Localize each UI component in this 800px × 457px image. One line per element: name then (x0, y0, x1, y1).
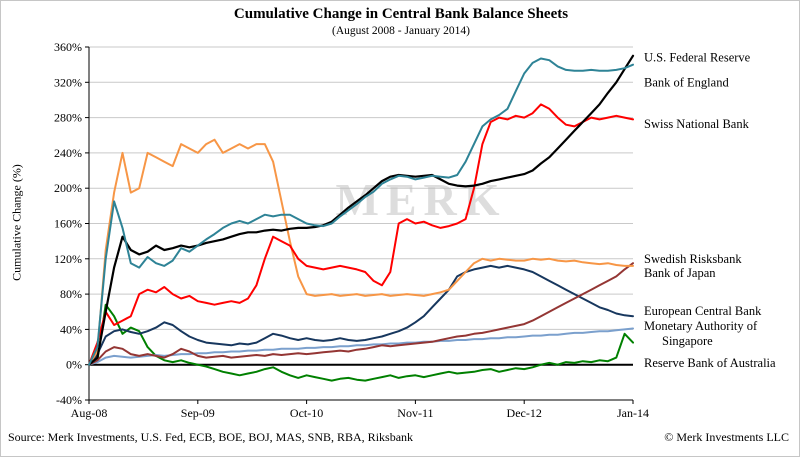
y-tick-label: 200% (54, 181, 82, 195)
series-line-swiss-national-bank (88, 103, 634, 366)
series-label-european-central-bank: European Central Bank (644, 304, 762, 318)
y-tick-label: -40% (56, 393, 82, 407)
y-tick-label: 80% (60, 287, 82, 301)
y-tick-label: 360% (54, 40, 82, 54)
y-tick-label: 0% (66, 358, 82, 372)
y-axis-title: Cumulative Change (%) (9, 164, 24, 281)
x-tick-label: Nov-11 (397, 406, 433, 420)
series-line-reserve-bank-of-australia (88, 303, 634, 382)
x-tick-label: Jan-14 (617, 406, 649, 420)
chart-subtitle: (August 2008 - January 2014) (332, 25, 470, 37)
y-tick-label: 120% (54, 252, 82, 266)
series-line-monetary-authority-of-singapore (88, 327, 634, 366)
series-line-swedish-risksbank (88, 138, 634, 366)
series-line-bank-of-japan (88, 262, 634, 366)
series-label-swiss-national-bank: Swiss National Bank (644, 117, 750, 131)
series-label-monetary-authority-of-singapore: Monetary Authority of (644, 319, 758, 333)
source-note: Source: Merk Investments, U.S. Fed, ECB,… (8, 430, 414, 444)
series-label-swedish-risksbank: Swedish Risksbank (644, 252, 742, 266)
series-label-u-s-federal-reserve: U.S. Federal Reserve (644, 51, 751, 65)
y-tick-label: 160% (54, 217, 82, 231)
x-tick-label: Oct-10 (290, 406, 323, 420)
series-line-bank-of-england (87, 54, 635, 366)
series-line-u-s-federal-reserve (88, 57, 634, 366)
x-tick-label: Dec-12 (507, 406, 542, 420)
y-tick-label: 40% (60, 322, 82, 336)
copyright-note: © Merk Investments LLC (664, 430, 789, 444)
y-tick-label: 240% (54, 146, 82, 160)
x-tick-label: Aug-08 (71, 406, 108, 420)
series-label-bank-of-england: Bank of England (644, 75, 729, 89)
series-line-european-central-bank (88, 264, 634, 366)
series-label-reserve-bank-of-australia: Reserve Bank of Australia (644, 356, 776, 370)
y-tick-label: 280% (54, 111, 82, 125)
chart-title: Cumulative Change in Central Bank Balanc… (233, 6, 569, 22)
x-tick-label: Sep-09 (181, 406, 215, 420)
y-tick-label: 320% (54, 75, 82, 89)
series-label-bank-of-japan: Bank of Japan (644, 266, 716, 280)
series-label-monetary-authority-of-singapore: Singapore (662, 334, 713, 348)
